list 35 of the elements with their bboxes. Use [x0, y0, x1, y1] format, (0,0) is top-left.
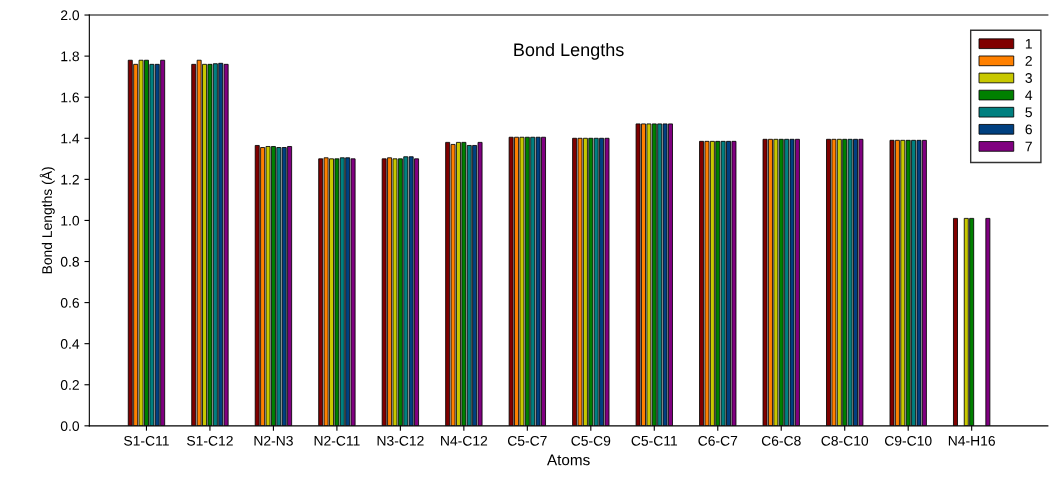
y-axis-title: Bond Lengths (Å) — [39, 167, 55, 274]
x-tick-label: C6-C7 — [698, 435, 738, 446]
legend-label: 7 — [1025, 141, 1032, 152]
x-tick-label: C5-C7 — [507, 435, 547, 446]
y-tick-label: 1.4 — [61, 133, 80, 144]
x-axis-title: Atoms — [546, 454, 590, 466]
legend-label: 6 — [1025, 124, 1032, 135]
x-tick-label: N4-H16 — [948, 435, 995, 446]
y-tick-label: 2.0 — [61, 10, 80, 21]
x-tick-label: S1-C12 — [187, 435, 233, 446]
x-tick-label: N4-C12 — [441, 435, 488, 446]
y-tick-label: 0.2 — [60, 380, 79, 390]
y-tick-label: 0.6 — [60, 297, 79, 308]
x-tick-label: C8-C10 — [821, 435, 869, 446]
x-tick-label: N3-C12 — [377, 435, 424, 446]
y-tick-label: 0.8 — [60, 256, 80, 267]
x-tick-label: C5-C9 — [571, 435, 611, 446]
legend-label: 5 — [1025, 107, 1032, 118]
x-tick-label: N2-C11 — [314, 435, 360, 446]
legend-label: 4 — [1025, 90, 1033, 100]
y-tick-label: 0.4 — [60, 339, 80, 349]
legend-label: 3 — [1025, 73, 1032, 83]
text: Bond Lengths — [514, 42, 624, 60]
y-tick-label: 1.2 — [61, 174, 79, 185]
legend-label: 1 — [1025, 39, 1032, 49]
x-tick-label: C9-C10 — [884, 435, 932, 446]
legend-label: 2 — [1025, 56, 1032, 66]
y-tick-label: 1.0 — [61, 215, 80, 226]
x-tick-label: C5-C11 — [631, 435, 678, 446]
x-tick-label: C6-C8 — [761, 435, 801, 446]
y-tick-label: 1.8 — [61, 51, 80, 62]
y-tick-label: 1.6 — [61, 92, 79, 103]
x-tick-label: N2-N3 — [254, 435, 293, 446]
y-tick-label: 0.0 — [60, 421, 80, 431]
x-tick-label: S1-C11 — [124, 435, 169, 446]
